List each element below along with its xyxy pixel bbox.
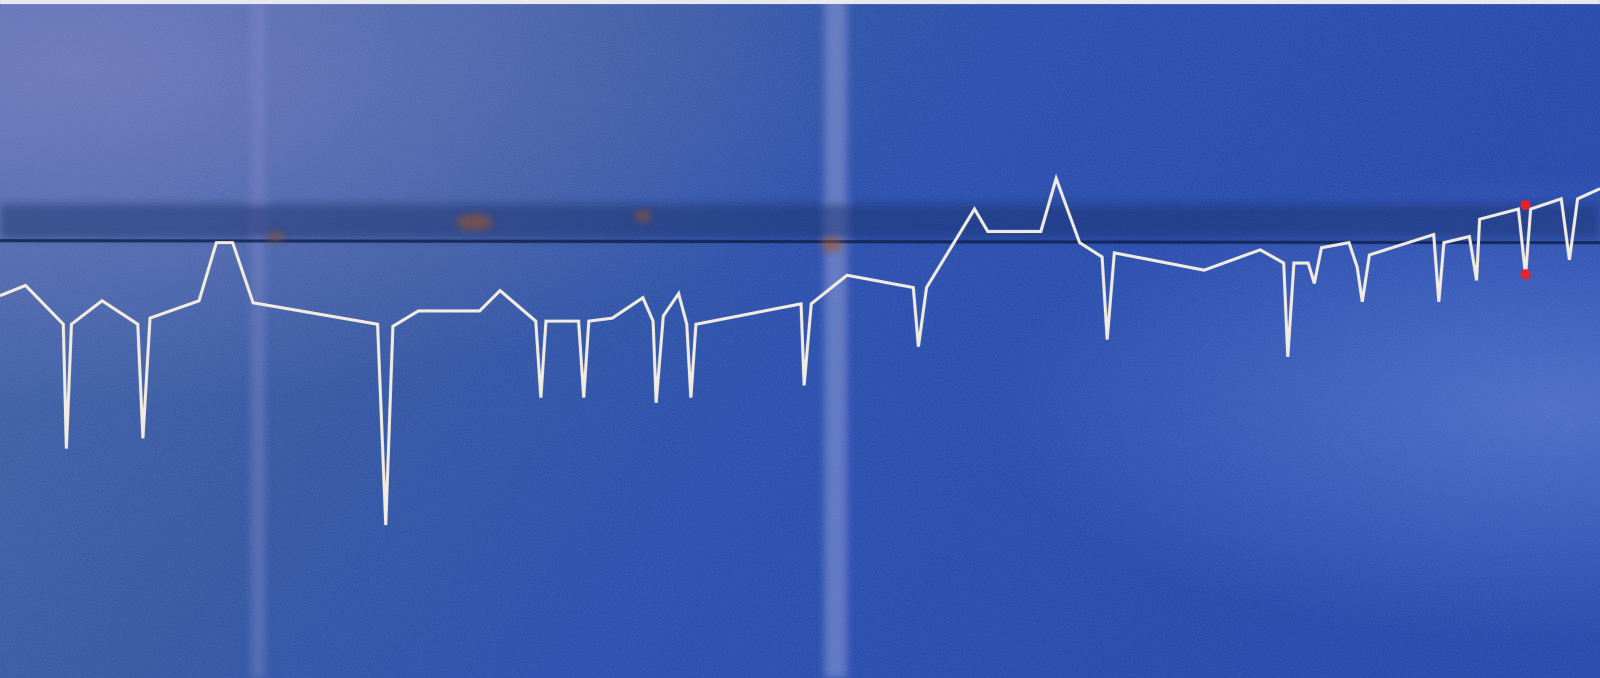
- rust-stains: [267, 210, 842, 253]
- skyline-line: [0, 173, 1600, 526]
- red-dot: [1520, 269, 1531, 280]
- crease: [0, 239, 1600, 245]
- top-edge: [0, 0, 1600, 5]
- red-dot: [1520, 199, 1531, 211]
